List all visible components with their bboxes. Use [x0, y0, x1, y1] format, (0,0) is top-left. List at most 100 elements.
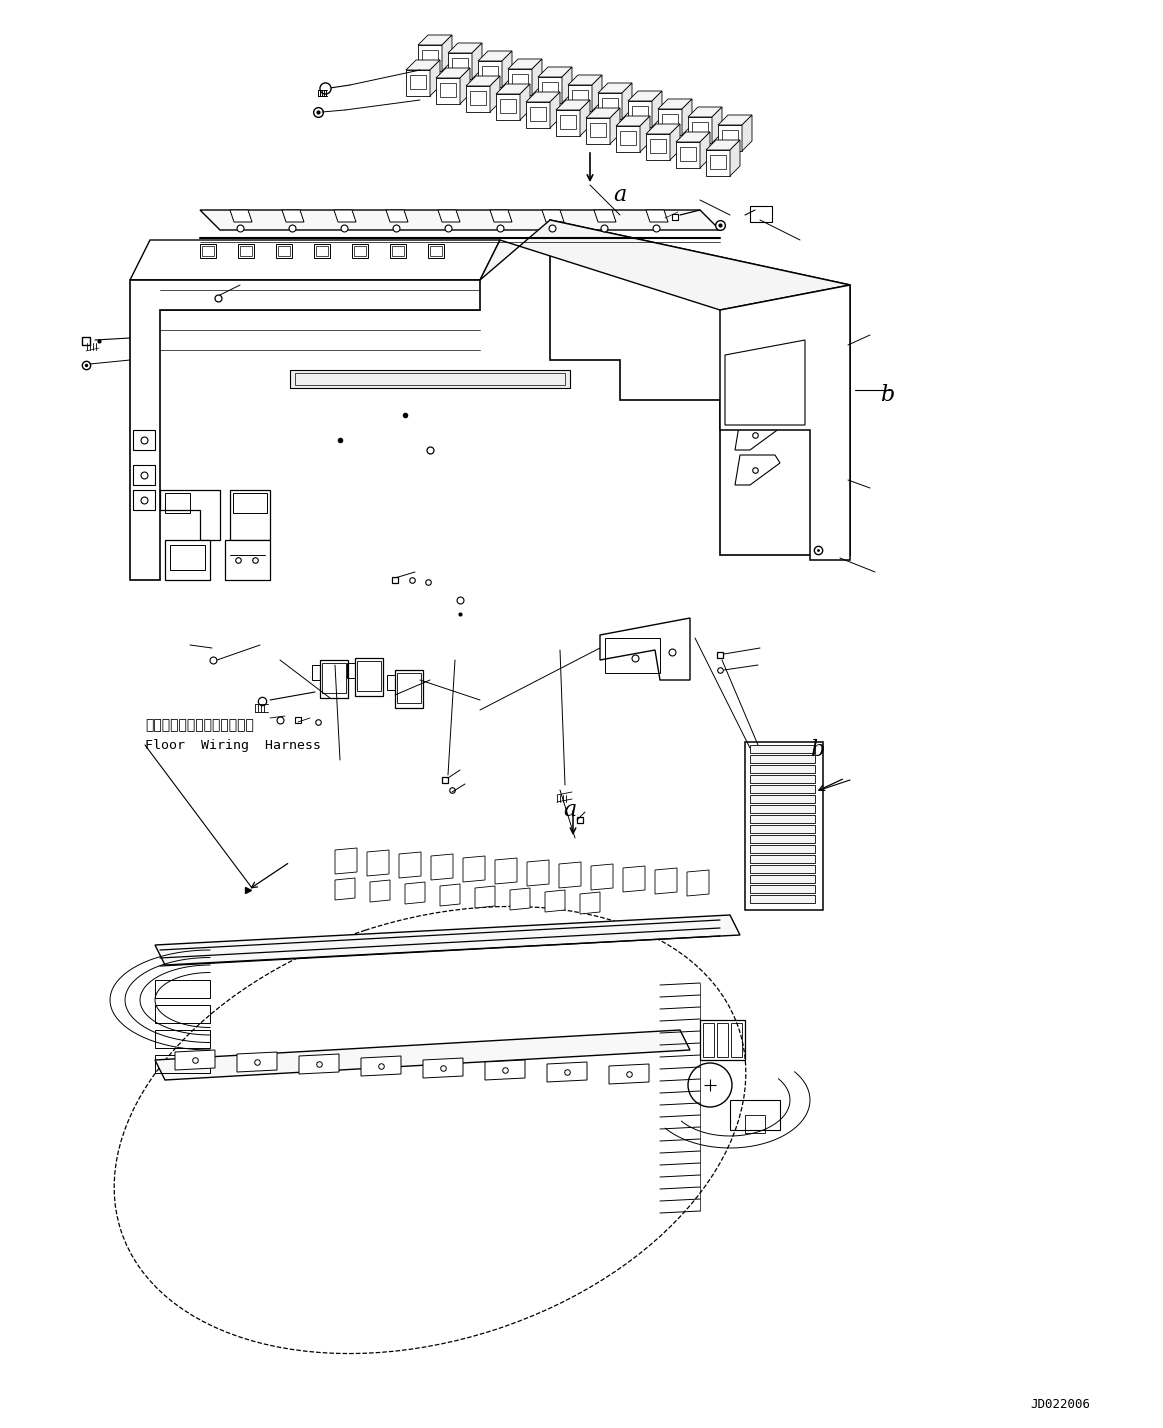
Polygon shape: [495, 84, 530, 94]
Polygon shape: [652, 91, 662, 127]
Bar: [702, 1022, 714, 1057]
Bar: [750, 845, 815, 853]
Bar: [680, 147, 695, 161]
Text: Floor  Wiring  Harness: Floor Wiring Harness: [145, 738, 321, 751]
Polygon shape: [478, 51, 512, 61]
Bar: [278, 246, 290, 256]
Bar: [240, 246, 252, 256]
Polygon shape: [598, 93, 622, 119]
Polygon shape: [580, 100, 590, 136]
Polygon shape: [542, 210, 564, 221]
Bar: [347, 663, 355, 678]
Polygon shape: [556, 110, 580, 136]
Polygon shape: [502, 51, 512, 87]
Bar: [352, 244, 368, 258]
Polygon shape: [598, 83, 632, 93]
Polygon shape: [475, 885, 495, 908]
Polygon shape: [526, 101, 550, 129]
Bar: [620, 131, 636, 146]
Bar: [750, 825, 815, 833]
Polygon shape: [688, 107, 722, 117]
Bar: [530, 107, 545, 121]
Bar: [322, 663, 347, 693]
Polygon shape: [676, 131, 709, 141]
Polygon shape: [670, 124, 680, 160]
Polygon shape: [440, 884, 461, 905]
Bar: [732, 1022, 742, 1057]
Bar: [750, 745, 815, 753]
Bar: [692, 121, 708, 136]
Polygon shape: [628, 101, 652, 127]
Polygon shape: [448, 53, 472, 79]
Polygon shape: [436, 79, 461, 104]
Polygon shape: [368, 850, 388, 875]
Bar: [387, 675, 395, 690]
Bar: [481, 66, 498, 80]
Polygon shape: [580, 892, 600, 914]
Polygon shape: [130, 240, 500, 280]
Polygon shape: [155, 915, 740, 965]
Polygon shape: [335, 848, 357, 874]
Bar: [750, 835, 815, 843]
Polygon shape: [520, 84, 530, 120]
Bar: [411, 76, 426, 89]
Polygon shape: [490, 76, 500, 111]
Bar: [572, 90, 588, 104]
Polygon shape: [466, 76, 500, 86]
Polygon shape: [361, 1055, 401, 1077]
Polygon shape: [436, 69, 470, 79]
Bar: [290, 370, 570, 388]
Polygon shape: [480, 220, 850, 310]
Polygon shape: [559, 863, 582, 888]
Polygon shape: [600, 618, 690, 680]
Bar: [632, 106, 648, 120]
Bar: [200, 244, 216, 258]
Bar: [500, 99, 516, 113]
Bar: [750, 875, 815, 883]
Bar: [650, 139, 666, 153]
Bar: [397, 673, 421, 703]
Polygon shape: [735, 456, 780, 486]
Polygon shape: [405, 883, 424, 904]
Polygon shape: [586, 119, 611, 144]
Polygon shape: [730, 140, 740, 176]
Polygon shape: [591, 864, 613, 890]
Polygon shape: [682, 99, 692, 136]
Polygon shape: [616, 126, 640, 151]
Polygon shape: [538, 77, 562, 103]
Polygon shape: [508, 69, 531, 96]
Polygon shape: [399, 853, 421, 878]
Bar: [709, 156, 726, 169]
Polygon shape: [592, 76, 602, 111]
Polygon shape: [655, 868, 677, 894]
Bar: [354, 246, 366, 256]
Polygon shape: [718, 126, 742, 151]
Polygon shape: [442, 36, 452, 71]
Polygon shape: [735, 420, 780, 450]
Polygon shape: [418, 36, 452, 46]
Bar: [662, 114, 678, 129]
Bar: [440, 83, 456, 97]
Bar: [750, 885, 815, 892]
Polygon shape: [133, 466, 155, 486]
Bar: [202, 246, 214, 256]
Bar: [320, 660, 348, 698]
Polygon shape: [645, 134, 670, 160]
Bar: [314, 244, 330, 258]
Polygon shape: [526, 91, 561, 101]
Polygon shape: [490, 210, 512, 221]
Bar: [155, 1005, 211, 1022]
Bar: [718, 1022, 728, 1057]
Polygon shape: [224, 540, 270, 580]
Polygon shape: [299, 1054, 338, 1074]
Polygon shape: [370, 880, 390, 902]
Polygon shape: [594, 210, 616, 221]
Polygon shape: [466, 86, 490, 111]
Bar: [452, 59, 468, 71]
Polygon shape: [687, 870, 709, 895]
Text: b: b: [880, 384, 894, 406]
Polygon shape: [700, 131, 709, 169]
Polygon shape: [658, 99, 692, 109]
Polygon shape: [130, 280, 480, 580]
Polygon shape: [640, 116, 650, 151]
